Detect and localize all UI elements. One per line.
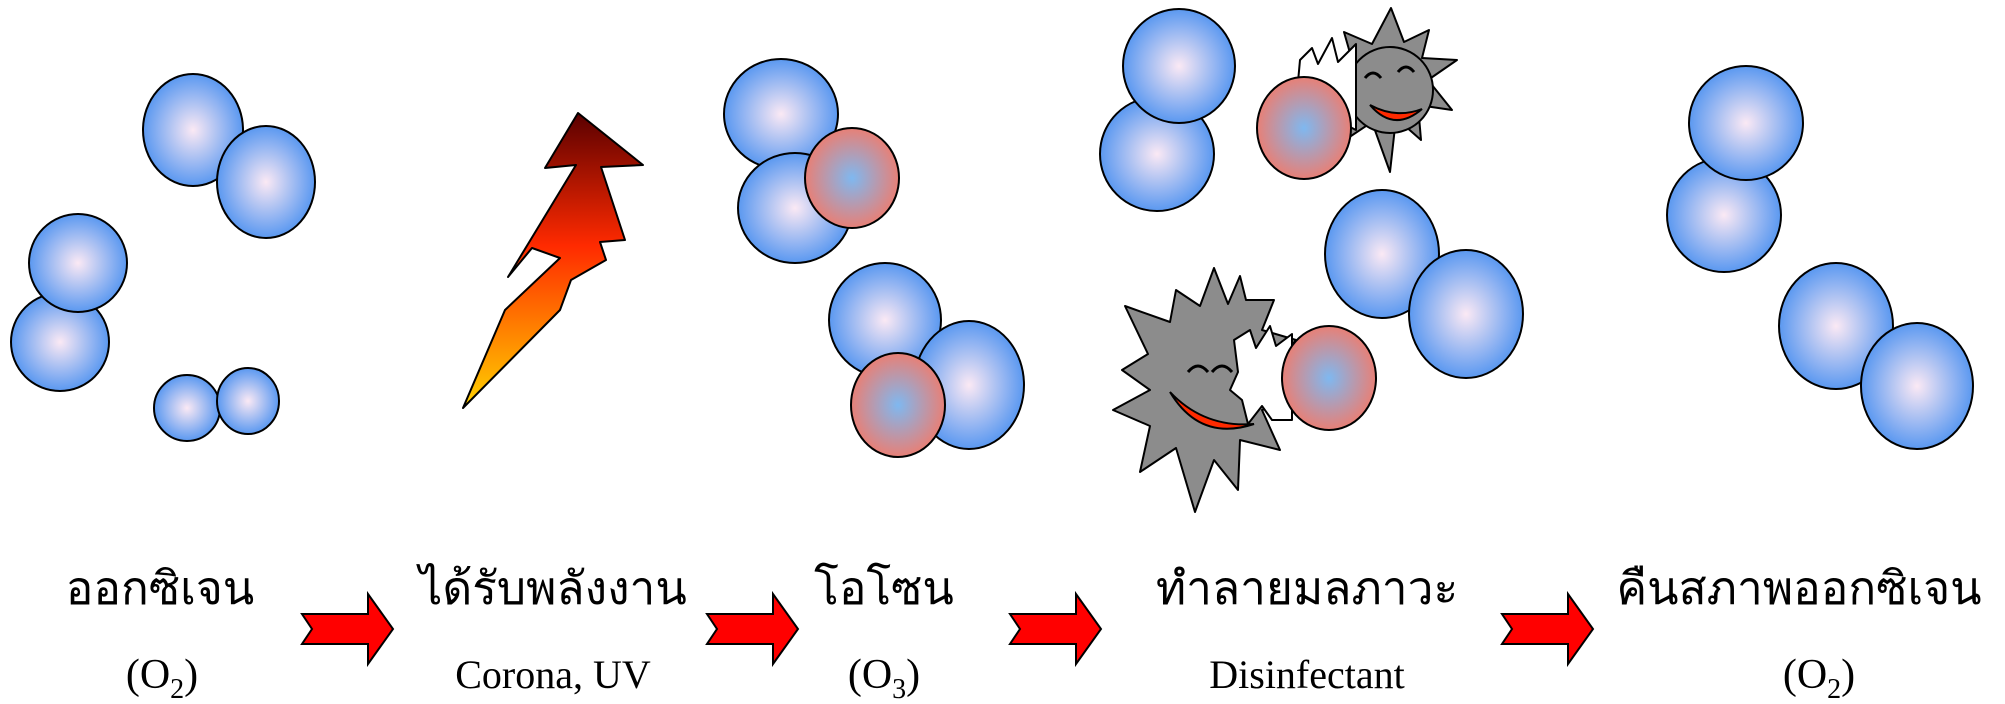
stage-formula: (O2) [1783,652,1855,704]
right-arrow-icon [705,590,800,668]
stage-formula: (O2) [126,652,198,704]
oxygen-atom [1408,249,1524,379]
oxygen-molecule-group-stage1 [10,73,316,442]
oxygen-atom [153,374,221,442]
right-arrow-icon [1008,590,1103,668]
stage-formula: (O3) [848,652,920,704]
stage-title: คืนสภาพออกซิเจน [1616,563,1981,614]
ozone-atom [804,127,900,229]
oxygen-atom [28,213,128,313]
oxygen-molecule-group-stage5 [1666,65,1974,450]
oxygen-atom [142,73,244,187]
ozone-atom [1281,325,1377,431]
stage-caption: Disinfectant [1209,652,1405,697]
disinfection-scene [1099,7,1524,513]
stage-caption: Corona, UV [455,652,651,697]
oxygen-atom [1860,322,1974,450]
oxygen-atom [1778,262,1894,390]
right-arrow-icon [1500,590,1595,668]
ozone-molecule-group-stage3 [723,58,1025,458]
impact-splash [1229,325,1293,425]
stage-title: ได้รับพลังงาน [415,562,687,614]
stage-labels: ออกซิเจน (O2) ได้รับพลังงาน Corona, UV โ… [66,562,1982,704]
germ-icon [1112,267,1297,513]
oxygen-atom [216,367,280,435]
ozone-atom [850,352,946,458]
arrows [300,590,1595,668]
stage-title: ออกซิเจน [66,563,254,614]
oxygen-atom [1324,189,1440,319]
oxygen-atom [1122,8,1236,124]
lightning-bolt-icon [462,112,644,409]
stage-title: โอโซน [814,562,954,614]
right-arrow-icon [300,590,395,668]
ozone-atom [1256,76,1352,180]
stage-title: ทำลายมลภาวะ [1156,563,1458,614]
oxygen-atom [216,125,316,239]
oxygen-atom [1688,65,1804,181]
